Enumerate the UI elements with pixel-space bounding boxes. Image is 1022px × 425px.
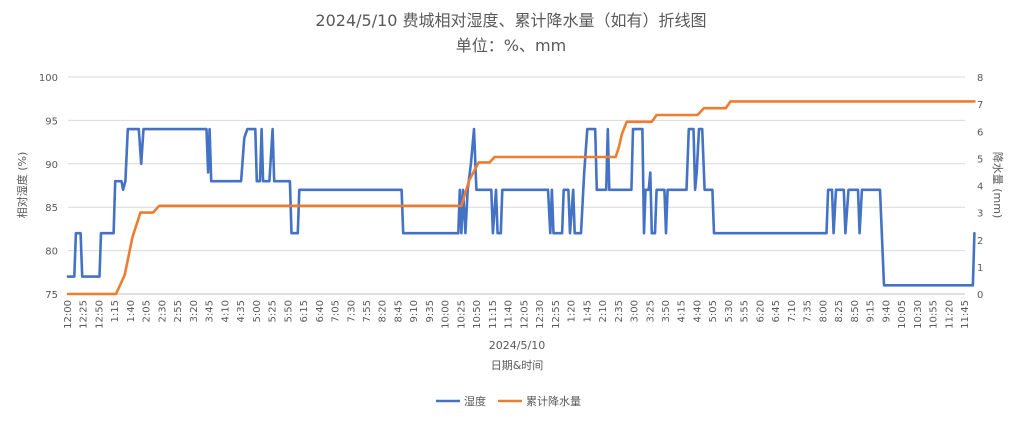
- x-tick-label: 6:20: [755, 300, 766, 322]
- x-axis-label: 日期&时间: [491, 359, 544, 372]
- x-tick-label: 7:35: [803, 300, 814, 322]
- x-tick-label: 10:05: [897, 300, 908, 329]
- x-tick-label: 5:05: [708, 300, 719, 322]
- x-tick-label: 4:10: [220, 300, 231, 322]
- x-tick-label: 8:00: [818, 300, 829, 322]
- x-tick-label: 10:30: [913, 300, 924, 329]
- x-tick-label: 11:20: [944, 300, 955, 329]
- y-left-tick-label: 85: [45, 203, 58, 214]
- y-right-tick-label: 8: [977, 73, 983, 84]
- x-tick-label: 10:55: [929, 300, 940, 329]
- x-tick-label: 8:50: [850, 300, 861, 322]
- legend: 湿度 累计降水量: [436, 394, 581, 408]
- y-right-tick-label: 7: [977, 100, 983, 111]
- x-tick-label: 4:35: [236, 300, 247, 322]
- x-tick-label: 9:35: [425, 300, 436, 322]
- x-tick-label: 1:45: [582, 300, 593, 322]
- x-tick-label: 5:25: [268, 300, 279, 322]
- x-tick-label: 12:00: [63, 300, 74, 329]
- x-tick-label: 1:20: [567, 300, 578, 322]
- y-right-tick-label: 3: [977, 209, 983, 220]
- x-tick-label: 5:30: [724, 300, 735, 322]
- x-tick-label: 10:50: [472, 300, 483, 329]
- x-tick-label: 9:10: [409, 300, 420, 322]
- chart-title: 2024/5/10 费城相对湿度、累计降水量（如有）折线图: [315, 11, 706, 30]
- x-tick-label: 12:30: [535, 300, 546, 329]
- y-right-tick-label: 4: [977, 182, 983, 193]
- x-tick-label: 6:45: [771, 300, 782, 322]
- y-left-tick-label: 80: [45, 247, 58, 258]
- legend-label-precipitation: 累计降水量: [526, 394, 581, 408]
- x-tick-label: 11:15: [488, 300, 499, 329]
- y-right-tick-label: 5: [977, 154, 983, 165]
- humidity-series-line: [66, 127, 976, 287]
- x-tick-label: 12:50: [94, 300, 105, 329]
- x-tick-label: 1:15: [110, 300, 121, 322]
- x-tick-label: 12:25: [79, 300, 90, 329]
- x-tick-label: 6:15: [299, 300, 310, 322]
- x-tick-label: 3:25: [645, 300, 656, 322]
- y-left-tick-label: 95: [45, 116, 58, 127]
- x-tick-label: 2:10: [598, 300, 609, 322]
- x-tick-label: 1:40: [126, 300, 137, 322]
- legend-label-humidity: 湿度: [464, 394, 486, 408]
- x-tick-label: 2:05: [142, 300, 153, 322]
- x-tick-label: 2:55: [173, 300, 184, 322]
- x-tick-label: 8:20: [378, 300, 389, 322]
- x-tick-label: 7:05: [331, 300, 342, 322]
- x-tick-label: 6:40: [315, 300, 326, 322]
- y-right-tick-label: 6: [977, 127, 983, 138]
- y-left-tick-label: 90: [45, 160, 58, 171]
- x-tick-label: 5:55: [740, 300, 751, 322]
- x-tick-label: 3:00: [630, 300, 641, 322]
- x-tick-label: 5:50: [283, 300, 294, 322]
- y-right-tick-label: 2: [977, 236, 983, 247]
- date-label: 2024/5/10: [489, 339, 545, 352]
- y-right-tick-label: 1: [977, 263, 983, 274]
- y-left-tick-label: 100: [39, 73, 58, 84]
- x-tick-label: 7:30: [346, 300, 357, 322]
- x-tick-label: 3:20: [189, 300, 200, 322]
- x-tick-label: 8:25: [834, 300, 845, 322]
- x-tick-label: 12:05: [519, 300, 530, 329]
- x-tick-label: 7:55: [362, 300, 373, 322]
- y-axis-right-label: 降水量 (mm): [991, 152, 1005, 219]
- x-tick-label: 10:25: [456, 300, 467, 329]
- x-tick-label: 3:50: [661, 300, 672, 322]
- x-tick-label: 9:40: [881, 300, 892, 322]
- x-tick-label: 12:55: [551, 300, 562, 329]
- x-tick-label: 11:40: [504, 300, 515, 329]
- x-tick-label: 2:30: [157, 300, 168, 322]
- y-left-tick-label: 75: [45, 290, 58, 301]
- x-tick-label: 5:00: [252, 300, 263, 322]
- x-tick-label: 11:45: [960, 300, 971, 329]
- x-tick-label: 9:15: [866, 300, 877, 322]
- y-axis-left-label: 相对湿度 (%): [15, 152, 29, 219]
- x-tick-label: 2:35: [614, 300, 625, 322]
- y-right-tick-label: 0: [977, 290, 983, 301]
- chart-subtitle: 单位：%、mm: [456, 36, 566, 55]
- x-tick-label: 7:10: [787, 300, 798, 322]
- x-tick-label: 4:15: [677, 300, 688, 322]
- x-tick-label: 4:40: [692, 300, 703, 322]
- precipitation-series-line: [66, 100, 976, 296]
- x-tick-label: 8:45: [393, 300, 404, 322]
- x-tick-label: 3:45: [205, 300, 216, 322]
- x-tick-label: 10:00: [441, 300, 452, 329]
